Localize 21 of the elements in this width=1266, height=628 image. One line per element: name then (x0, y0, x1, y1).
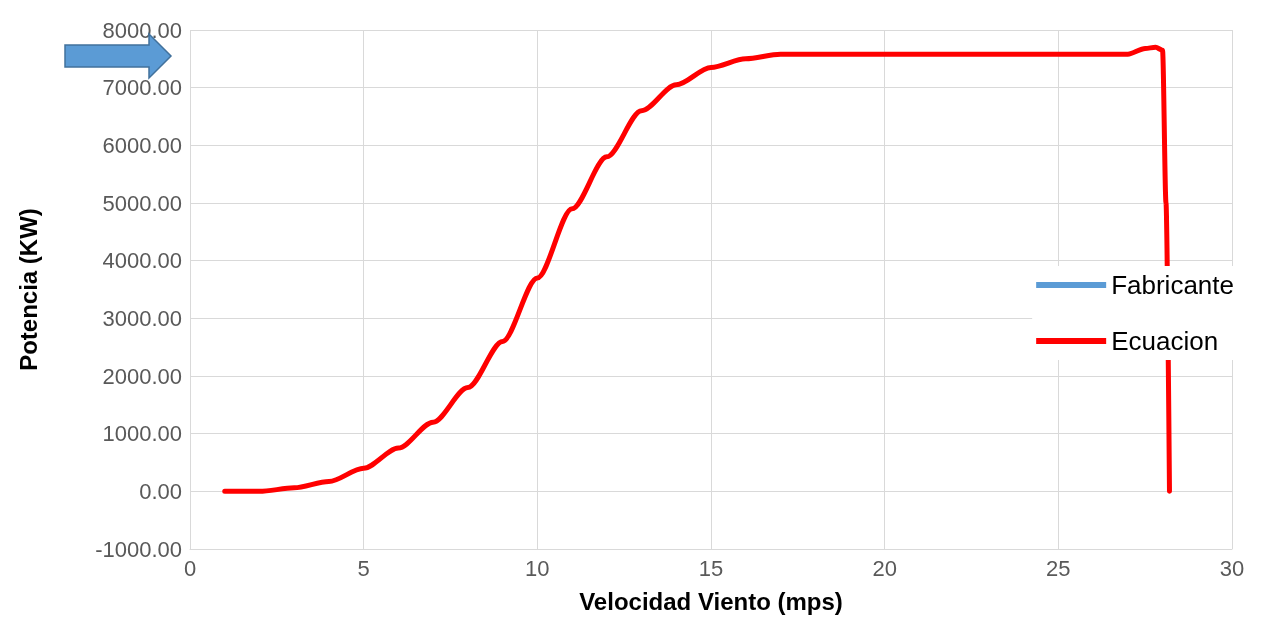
x-tick-label: 30 (1219, 555, 1245, 581)
x-tick-label: 5 (357, 555, 370, 581)
y-tick-label: 7000.00 (102, 75, 182, 101)
x-tick-label: 20 (872, 555, 897, 581)
y-tick-label: 0.00 (139, 478, 182, 504)
legend-label: Fabricante (1111, 270, 1234, 300)
y-tick-label: 2000.00 (102, 363, 182, 389)
x-tick-label: 15 (698, 555, 724, 581)
legend-label: Ecuacion (1111, 326, 1219, 356)
y-tick-label: 8000.00 (102, 17, 182, 43)
y-tick-label: 6000.00 (102, 132, 182, 158)
y-tick-label: 1000.00 (102, 421, 182, 447)
x-tick-label: 10 (525, 555, 550, 581)
y-tick-label: 3000.00 (102, 305, 182, 331)
y-axis-title: Potencia (KW) (14, 208, 42, 371)
x-tick-label: 25 (1046, 555, 1071, 581)
y-tick-label: 5000.00 (102, 190, 182, 216)
x-axis-title: Velocidad Viento (mps) (579, 587, 843, 615)
y-tick-label: -1000.00 (95, 536, 182, 562)
y-tick-label: 4000.00 (102, 248, 182, 274)
x-tick-label: 0 (183, 555, 197, 581)
